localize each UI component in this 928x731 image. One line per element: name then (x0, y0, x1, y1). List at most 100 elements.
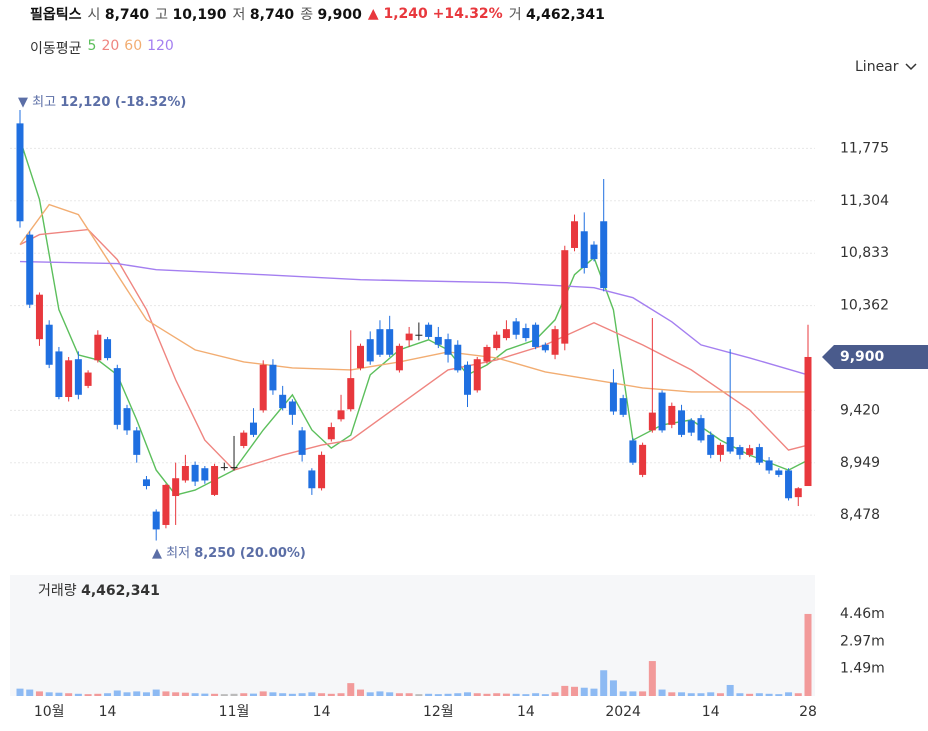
legend-title: 이동평균 (30, 41, 82, 57)
volume-bar (785, 692, 793, 696)
candle-body (259, 364, 267, 411)
scale-label[interactable]: Linear (855, 59, 899, 75)
volume-bar (561, 685, 569, 696)
volume-bar (541, 694, 549, 696)
candle-body (84, 372, 92, 386)
volume-bar (687, 693, 695, 696)
candle-body (376, 329, 384, 355)
x-tick-label: 2024 (605, 704, 641, 720)
candle-body (493, 334, 501, 349)
volume-bar (483, 693, 491, 696)
item-label: 종 (300, 7, 314, 23)
legend-entry: 20 (101, 38, 120, 54)
volume-bar (337, 693, 345, 696)
volume-bar (269, 692, 277, 696)
y-tick-label: 10,833 (840, 245, 889, 261)
volume-bar (249, 693, 257, 696)
volume-bar (668, 692, 676, 696)
volume-bar (502, 693, 510, 696)
candle-body (804, 356, 812, 487)
volume-bar (142, 692, 150, 696)
candle-body (356, 345, 364, 369)
candle-body (162, 484, 170, 525)
candle-body (473, 359, 481, 391)
marker: ▲ (152, 546, 162, 561)
volume-bar (230, 693, 238, 696)
volume-bar (16, 688, 24, 696)
volume-bar (512, 693, 520, 696)
candle-body (561, 250, 569, 344)
volume-bar (532, 693, 540, 696)
candle-body (201, 468, 209, 481)
volume-bar (366, 692, 374, 696)
volume-bar (473, 693, 481, 696)
candle-body (483, 346, 491, 362)
candle-body (678, 410, 686, 435)
legend-entry: 5 (87, 38, 97, 54)
candle-body (502, 329, 510, 339)
volume-bar (648, 661, 656, 696)
x-tick-label: 10월 (34, 704, 65, 720)
candle-body (26, 234, 34, 305)
x-tick-label: 14 (517, 704, 535, 720)
volume-bar (201, 693, 209, 696)
ma-line (19, 260, 809, 376)
volume-bar (678, 692, 686, 696)
candle-body (104, 339, 112, 359)
last-price-label: 9,900 (840, 349, 885, 365)
label: 최저 (166, 546, 190, 561)
volume-panel (10, 575, 815, 696)
volume-bar (707, 692, 715, 696)
item: 고 10,190 (155, 4, 226, 24)
candle-body (541, 344, 549, 351)
volume-bar (84, 694, 92, 696)
item-label: 고 (155, 7, 169, 23)
x-tick-label: 14 (702, 704, 720, 720)
candle-body (181, 465, 189, 481)
ma-line (19, 139, 809, 496)
y-tick-label: 9,420 (840, 402, 880, 418)
item: 저 8,740 (233, 4, 295, 24)
candle-body (532, 324, 540, 347)
y-tick-label: 4.46m (840, 606, 885, 622)
candle-body (434, 336, 442, 345)
candle-body (172, 478, 180, 497)
candle-body (347, 378, 355, 410)
y-tick-label: 11,775 (840, 140, 889, 156)
candle-body (522, 328, 530, 339)
candle-body (405, 333, 413, 341)
item-value: 8,740 (249, 7, 295, 23)
volume-bar (172, 692, 180, 696)
item-label: 거 (508, 7, 522, 23)
candle-body (113, 368, 121, 425)
scale-dropdown[interactable]: Linear (855, 59, 917, 75)
candle-body (211, 465, 219, 495)
volume-bar (600, 670, 608, 696)
item-label: 저 (232, 7, 246, 23)
candle-body (74, 359, 82, 395)
candle-body (551, 329, 559, 355)
change-value: 1,240 (383, 6, 428, 22)
y-tick-label: 1.49m (840, 661, 885, 677)
volume-bar (376, 691, 384, 696)
volume-bar (45, 692, 53, 696)
volume-bar (551, 692, 559, 696)
candle-body (571, 221, 579, 248)
volume-bar (191, 693, 199, 696)
candle-body (590, 244, 598, 260)
y-tick-label: 11,304 (840, 193, 889, 209)
marker: ▼ (18, 95, 28, 110)
volume-bar (113, 690, 121, 696)
text: 12,120 (-18.32%) (60, 95, 186, 110)
candle-body (308, 470, 316, 489)
label: 거래량 (38, 583, 77, 599)
volume-bar (162, 691, 170, 696)
candle-body (629, 440, 637, 463)
candle-body (619, 398, 627, 415)
item: 시 8,740 (88, 4, 150, 24)
volume-bar (493, 693, 501, 696)
ma-line (19, 203, 808, 393)
volume-bar (425, 693, 433, 696)
candle-body (668, 405, 676, 425)
volume-bar (464, 692, 472, 696)
